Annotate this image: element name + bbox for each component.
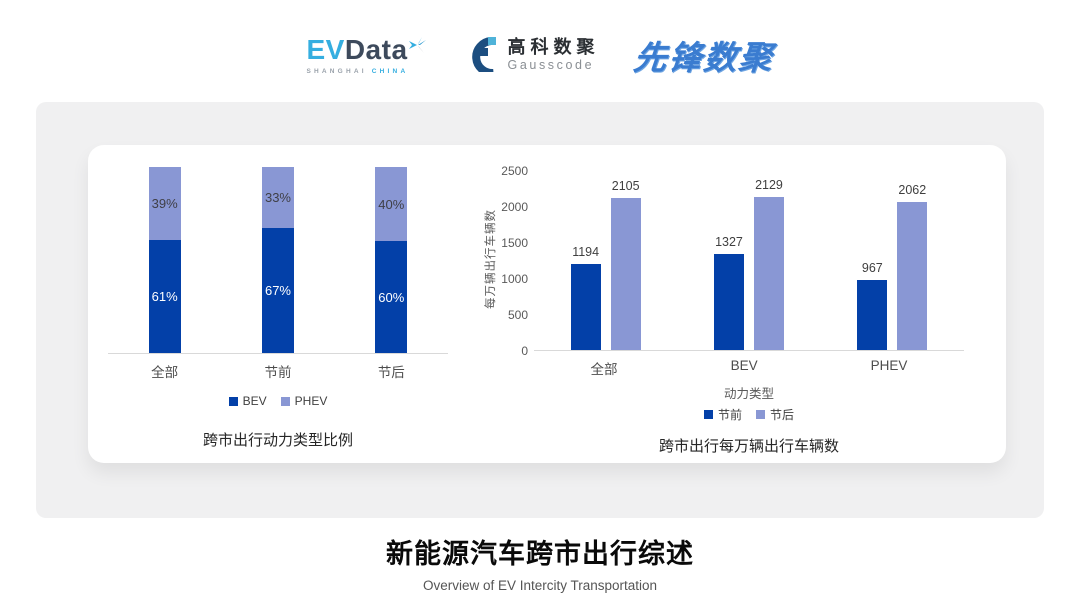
grouped-chart-plot-area: 每万辆出行车辆数 0 500 1000 1500 2000 2500 1194 2105 13… <box>485 164 964 358</box>
legend-item: BEV <box>228 394 267 408</box>
legend-label: 节前 <box>717 408 742 422</box>
bar-节后: 2062 <box>897 183 928 350</box>
gausscode-cn-text: 高科数聚 <box>507 36 600 57</box>
stacked-bar: 40% 60% <box>375 167 408 353</box>
segment-value-label: 61% <box>151 288 178 304</box>
evdata-shanghai-text: SHANGHAI <box>306 67 367 75</box>
logo-gausscode: 高科数聚 Gausscode <box>461 34 600 77</box>
grouped-chart-xlabel: 动力类型 <box>723 387 774 401</box>
y-tick-label: 2000 <box>501 200 528 214</box>
y-tick-label: 500 <box>507 308 528 322</box>
category-label: 节后 <box>377 365 405 380</box>
category-label: BEV <box>730 358 758 373</box>
segment-value-label: 39% <box>151 195 178 211</box>
legend-swatch-bev <box>228 396 238 406</box>
y-tick-label: 0 <box>521 344 528 358</box>
grouped-chart-plot: 1194 2105 1327 2129 967 2062 <box>534 171 964 351</box>
legend-swatch-phev <box>280 396 290 406</box>
bar-group: 1194 2105 <box>570 179 641 350</box>
bar-segment-bev: 60% <box>375 241 408 353</box>
bar-value-label: 2129 <box>755 178 783 192</box>
logo-evdata: EV Data SHANGHAI CHINA <box>306 33 426 75</box>
evdata-china-text: CHINA <box>371 67 409 75</box>
page-subtitle: Overview of EV Intercity Transportation <box>422 578 658 593</box>
bar-segment-phev: 39% <box>148 167 181 240</box>
stacked-bar: 33% 67% <box>261 167 294 353</box>
legend-label: PHEV <box>294 394 328 408</box>
segment-value-label: 40% <box>378 196 405 212</box>
bar-value-label: 1327 <box>715 235 743 249</box>
legend-swatch-节后 <box>756 410 765 419</box>
stacked-bar-chart: 39% 61% 33% 67% 40% 60% 全部 节前 节后 BEV PHEV 跨市出行动力… <box>108 167 448 450</box>
stacked-bar: 39% 61% <box>148 167 181 353</box>
segment-value-label: 33% <box>264 190 291 206</box>
bar-segment-phev: 33% <box>261 167 294 229</box>
grouped-chart-legend: 节前 节后 <box>534 406 964 423</box>
stacked-chart-categories: 全部 节前 节后 <box>108 361 448 381</box>
bar-节前: 1194 <box>570 245 601 350</box>
bar-segment-bev: 61% <box>148 239 181 353</box>
gausscode-en-text: Gausscode <box>507 58 595 73</box>
category-label: 全部 <box>151 365 179 380</box>
bar-value-label: 967 <box>861 261 883 275</box>
category-label: 全部 <box>590 362 618 377</box>
segment-value-label: 60% <box>378 289 405 305</box>
bar-节前: 1327 <box>713 235 744 350</box>
legend-item: 节后 <box>756 406 794 423</box>
y-tick-label: 1000 <box>501 272 528 286</box>
y-tick-label: 2500 <box>501 164 528 178</box>
bar-segment-bev: 67% <box>261 228 294 353</box>
stacked-chart-legend: BEV PHEV <box>108 394 448 408</box>
bar-value-label: 2062 <box>898 183 927 197</box>
legend-label: 节后 <box>770 408 795 422</box>
category-label: 节前 <box>264 365 292 380</box>
evdata-data-text: Data <box>344 33 408 65</box>
segment-value-label: 67% <box>264 283 291 299</box>
bar-节前: 967 <box>857 261 888 350</box>
stacked-chart-plot: 39% 61% 33% 67% 40% 60% <box>108 167 448 354</box>
legend-item: 节前 <box>703 406 742 423</box>
bar-value-label: 2105 <box>611 179 640 193</box>
legend-item: PHEV <box>280 394 328 408</box>
stacked-chart-title: 跨市出行动力类型比例 <box>202 432 353 449</box>
gausscode-text: 高科数聚 Gausscode <box>507 36 600 73</box>
legend-label: BEV <box>242 394 267 408</box>
page-title: 新能源汽车跨市出行综述 <box>386 539 694 569</box>
bar-节后: 2105 <box>610 179 641 350</box>
bar-group: 967 2062 <box>857 183 928 350</box>
evdata-ev-text: EV <box>306 33 345 65</box>
bar-segment-phev: 40% <box>375 167 408 242</box>
content-panel: 39% 61% 33% 67% 40% 60% 全部 节前 节后 BEV PHEV 跨市出行动力… <box>36 102 1044 518</box>
bar-group: 1327 2129 <box>713 178 784 350</box>
evdata-subtext: SHANGHAI CHINA <box>306 68 408 75</box>
header-logos: EV Data SHANGHAI CHINA <box>0 24 1080 86</box>
grouped-chart-title: 跨市出行每万辆出行车辆数 <box>658 438 839 455</box>
category-label: PHEV <box>870 358 908 373</box>
evdata-pinwheel-icon <box>408 30 427 58</box>
bar-节后: 2129 <box>753 178 784 350</box>
bar-value-label: 1194 <box>572 245 600 259</box>
logo-xianfeng: 先锋数聚 <box>631 39 776 76</box>
grouped-chart-yticks: 0 500 1000 1500 2000 2500 <box>486 164 528 358</box>
grouped-chart-categories: 全部 BEV PHEV <box>534 358 964 378</box>
gausscode-g-icon <box>461 34 499 77</box>
legend-swatch-节前 <box>703 410 713 419</box>
footer: 新能源汽车跨市出行综述 Overview of EV Intercity Tra… <box>0 532 1080 593</box>
grouped-bar-chart: 每万辆出行车辆数 0 500 1000 1500 2000 2500 1194 2105 13… <box>478 145 988 456</box>
y-tick-label: 1500 <box>501 236 528 250</box>
charts-card: 39% 61% 33% 67% 40% 60% 全部 节前 节后 BEV PHEV 跨市出行动力… <box>88 145 1006 463</box>
evdata-wordmark: EV Data <box>306 33 426 65</box>
